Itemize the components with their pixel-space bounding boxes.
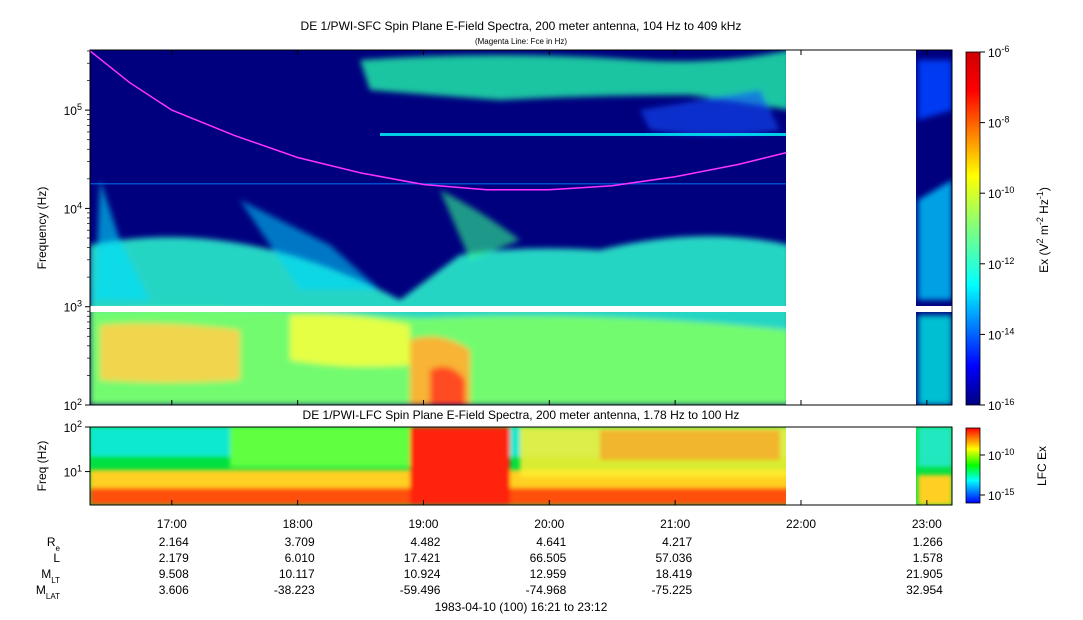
top-colorbar-tick-label: 10-16	[988, 397, 1014, 413]
ephemeris-value: 2.164	[159, 535, 189, 549]
time-tick-label: 17:00	[157, 517, 187, 531]
bottom-y-axis-label: Freq (Hz)	[35, 441, 49, 492]
ephemeris-value: 9.508	[159, 567, 189, 581]
time-tick-label: 20:00	[534, 517, 564, 531]
ephemeris-value: 32.954	[906, 583, 943, 597]
ephemeris-value: 4.641	[536, 535, 566, 549]
ephemeris-value: 2.179	[159, 551, 189, 565]
top-colorbar-label: Ex (V2 m-2 Hz-1)	[1035, 187, 1051, 273]
top-horizontal-lines	[90, 133, 790, 185]
top-colorbar-tick-label: 10-8	[988, 115, 1009, 131]
bottom-emission	[90, 427, 952, 505]
ephemeris-value: 57.036	[655, 551, 692, 565]
time-axis-ticks: 17:00 18:00 19:00 20:00 21:00 22:00 23:00	[157, 50, 942, 531]
top-colorbar-tick-label: 10-12	[988, 256, 1014, 272]
ephemeris-value: 6.010	[285, 551, 315, 565]
bottom-colorbar	[965, 427, 981, 504]
bottom-colorbar-tick-label: 10-10	[988, 447, 1014, 463]
bottom-colorbar-label: LFC Ex	[1035, 446, 1049, 486]
top-panel-title: DE 1/PWI-SFC Spin Plane E-Field Spectra,…	[301, 19, 742, 33]
bottom-spectrogram-image	[90, 427, 952, 505]
ephemeris-value: 12.959	[530, 567, 567, 581]
top-y-ticks: 102 103 104 105	[64, 50, 90, 413]
time-tick-label: 23:00	[912, 517, 942, 531]
bottom-y-ticks: 101 102	[64, 419, 90, 480]
ephemeris-value: 3.606	[159, 583, 189, 597]
time-tick-label: 22:00	[786, 517, 816, 531]
top-y-tick-label: 105	[64, 102, 82, 118]
bottom-colorbar-tick-label: 10-15	[988, 487, 1014, 503]
bottom-colorbar-ticks: 10-10 10-15	[980, 447, 1014, 503]
top-panel-subtitle: (Magenta Line: Fce in Hz)	[475, 37, 567, 46]
ephemeris-row-label: MLAT	[36, 583, 60, 601]
bottom-y-tick-label: 101	[64, 464, 82, 480]
ephemeris-row-label: MLT	[41, 567, 60, 585]
time-tick-label: 18:00	[283, 517, 313, 531]
top-y-tick-label: 104	[64, 200, 82, 216]
top-y-axis-label: Frequency (Hz)	[35, 187, 49, 270]
ephemeris-value: 10.117	[279, 567, 315, 581]
top-colorbar-tick-label: 10-10	[988, 185, 1014, 201]
bottom-y-tick-label: 102	[64, 419, 82, 435]
top-background-emission	[90, 50, 952, 405]
ephemeris-value: 21.905	[906, 567, 943, 581]
ephemeris-value: -59.496	[400, 583, 441, 597]
time-tick-label: 21:00	[660, 517, 690, 531]
ephemeris-value: 10.924	[404, 567, 441, 581]
top-colorbar-tick-label: 10-14	[988, 326, 1014, 342]
ephemeris-table: Re 2.164 3.709 4.482 4.641 4.217 1.266 L 2.179 6.…	[36, 535, 943, 601]
top-colorbar-ticks: 10-6 10-8 10-10 10-12 10-14 10-16	[980, 44, 1014, 413]
ephemeris-value: 17.421	[404, 551, 441, 565]
ephemeris-value: 3.709	[285, 535, 315, 549]
fce-line	[90, 50, 787, 191]
ephemeris-value: -38.223	[274, 583, 315, 597]
footer-date-range: 1983-04-10 (100) 16:21 to 23:12	[435, 600, 608, 614]
top-plot-frame	[89, 49, 953, 406]
top-y-tick-label: 103	[64, 299, 82, 315]
bottom-panel-title: DE 1/PWI-LFC Spin Plane E-Field Spectra,…	[303, 408, 740, 422]
ephemeris-row-label: L	[53, 551, 60, 565]
top-colorbar	[965, 51, 981, 406]
ephemeris-value: 4.482	[410, 535, 440, 549]
ephemeris-row-label: Re	[47, 535, 61, 553]
ephemeris-value: 1.578	[913, 551, 943, 565]
ephemeris-value: -75.225	[651, 583, 692, 597]
ephemeris-value: 66.505	[530, 551, 567, 565]
time-tick-label: 19:00	[408, 517, 438, 531]
top-y-tick-label: 102	[64, 397, 82, 413]
ephemeris-value: 18.419	[655, 567, 692, 581]
top-spectrogram-image	[90, 50, 952, 405]
top-colorbar-tick-label: 10-6	[988, 44, 1009, 60]
top-band-gap	[90, 306, 952, 312]
ephemeris-value: -74.968	[526, 583, 567, 597]
top-data-gap	[786, 50, 916, 405]
bottom-data-gap	[786, 427, 916, 505]
ephemeris-value: 4.217	[662, 535, 692, 549]
bottom-plot-frame	[89, 426, 953, 506]
ephemeris-value: 1.266	[913, 535, 943, 549]
